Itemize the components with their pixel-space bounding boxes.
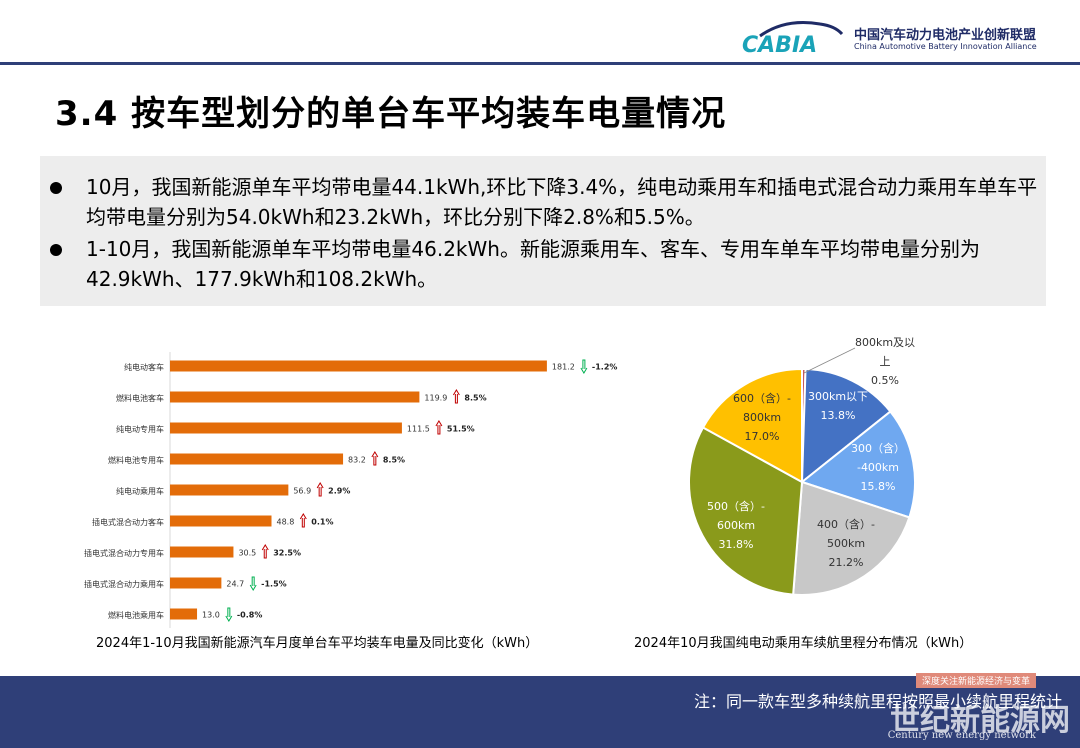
bar-value-label: 119.9 (424, 394, 447, 403)
bar-value-label: 30.5 (238, 549, 256, 558)
arrow-down-icon (225, 607, 233, 622)
org-name-en: China Automotive Battery Innovation Alli… (854, 42, 1037, 51)
arrow-up-icon (261, 544, 269, 559)
bar (170, 546, 234, 558)
pie-slice-label: 300km以下 (808, 390, 868, 403)
arrow-up-icon (299, 513, 307, 528)
bar-category-label: 插电式混合动力客车 (92, 517, 164, 527)
bar-chart: 纯电动客车 181.2 -1.2% 燃料电池客车 119.9 8.5% 纯电动专用车 111.… (84, 352, 618, 628)
bar-category-label: 纯电动专用车 (116, 424, 164, 434)
bar-category-label: 纯电动乘用车 (116, 486, 164, 496)
cabia-logo-icon: CABIA (742, 21, 844, 58)
pie-slice-label: 500（含）-600km (707, 499, 765, 532)
bar-change-label: 2.9% (328, 487, 350, 496)
page-title: 3.4 按车型划分的单台车平均装车电量情况 (55, 94, 727, 134)
summary-text-2: 1-10月，我国新能源单车平均带电量46.2kWh。新能源乘用车、客车、专用车单… (86, 237, 980, 291)
bar-change-label: 51.5% (447, 425, 475, 434)
cabia-logo: CABIA 中国汽车动力电池产业创新联盟 China Automotive Ba… (740, 14, 1040, 58)
pie-slice-value: 0.5% (871, 374, 899, 387)
bullet-dot-icon (50, 182, 62, 194)
arrow-up-icon (435, 420, 443, 435)
bar (170, 515, 272, 527)
bar-change-label: 0.1% (311, 518, 333, 527)
pie-slice-label: 600（含）-800km (733, 391, 791, 424)
bar (170, 422, 402, 434)
bar (170, 360, 547, 372)
arrow-up-icon (371, 451, 379, 466)
arrow-down-icon (249, 576, 257, 591)
bar-value-label: 48.8 (277, 518, 295, 527)
pie-slice-value: 17.0% (745, 430, 780, 443)
pie-slice-label: 300（含）-400km (851, 441, 905, 474)
summary-text-1: 10月，我国新能源单车平均带电量44.1kWh,环比下降3.4%，纯电动乘用车和… (86, 175, 1038, 229)
bar-change-label: -1.5% (261, 580, 287, 589)
bar-value-label: 83.2 (348, 456, 366, 465)
bar-value-label: 181.2 (552, 363, 575, 372)
header-divider (0, 62, 1080, 65)
bar-category-label: 纯电动客车 (124, 362, 164, 372)
pie-chart-title: 2024年10月我国纯电动乘用车续航里程分布情况（kWh） (634, 636, 973, 651)
bar-chart-title: 2024年1-10月我国新能源汽车月度单台车平均装车电量及同比变化（kWh） (96, 636, 539, 651)
watermark-tag: 深度关注新能源经济与变革 (915, 673, 1036, 688)
pie-chart: 800km及以上 0.5%300km以下 13.8% 300（含）-400km 15.8… (688, 336, 916, 596)
bar-change-label: 8.5% (383, 456, 405, 465)
bar-change-label: 8.5% (464, 394, 486, 403)
footer-bar (0, 676, 1080, 748)
pie-slice-value: 13.8% (821, 409, 856, 422)
bar-category-label: 燃料电池专用车 (108, 455, 164, 465)
bar (170, 608, 198, 620)
watermark-name: 世纪新能源网 (890, 703, 1070, 738)
pie-leader-line (803, 347, 856, 374)
bar-change-label: 32.5% (273, 549, 301, 558)
pie-slice-value: 31.8% (719, 538, 754, 551)
watermark-en: Century new energy network (887, 730, 1036, 741)
bar-value-label: 111.5 (407, 425, 430, 434)
pie-slice-value: 21.2% (829, 556, 864, 569)
summary-box: 10月，我国新能源单车平均带电量44.1kWh,环比下降3.4%，纯电动乘用车和… (40, 156, 1046, 306)
bar-change-label: -0.8% (237, 611, 263, 620)
bar (170, 577, 222, 589)
arrow-up-icon (316, 482, 324, 497)
bar (170, 484, 289, 496)
bullet-dot-icon (50, 244, 62, 256)
bar (170, 391, 420, 403)
pie-slice (701, 367, 803, 484)
bar (170, 453, 344, 465)
pie-slice-label: 800km及以上 (855, 336, 915, 368)
bar-category-label: 插电式混合动力乘用车 (84, 579, 164, 589)
bar-change-label: -1.2% (592, 363, 618, 372)
bar-category-label: 插电式混合动力专用车 (84, 548, 164, 558)
bar-value-label: 56.9 (293, 487, 311, 496)
org-name-cn: 中国汽车动力电池产业创新联盟 (854, 28, 1037, 43)
bar-category-label: 燃料电池乘用车 (108, 610, 164, 620)
arrow-up-icon (452, 389, 460, 404)
logo-text: CABIA (742, 33, 817, 58)
arrow-down-icon (580, 359, 588, 374)
bar-category-label: 燃料电池客车 (116, 393, 164, 403)
pie-slice-label: 400（含）-500km (817, 517, 875, 550)
pie-slice (792, 480, 911, 596)
footer-note: 注：同一款车型多种续航里程按照最小续航里程统计 (693, 692, 1062, 711)
bar-value-label: 13.0 (202, 611, 220, 620)
pie-slice-value: 15.8% (861, 480, 896, 493)
bar-value-label: 24.7 (226, 580, 244, 589)
pie-slice (688, 426, 804, 596)
header-bar (0, 0, 1080, 64)
